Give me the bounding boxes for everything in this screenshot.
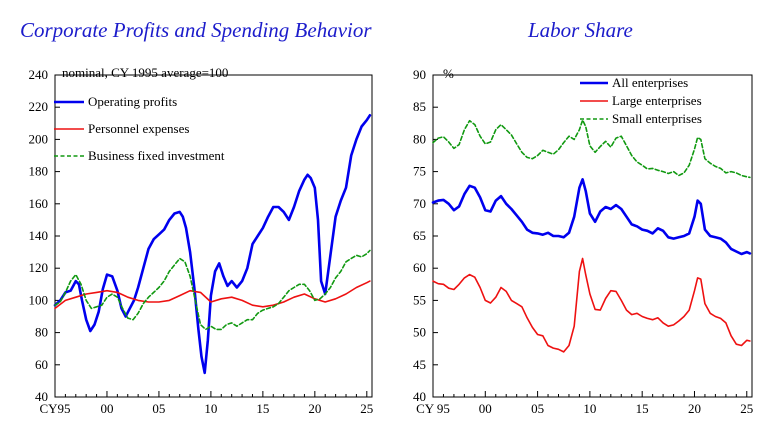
legend-label: All enterprises — [612, 75, 688, 90]
y-tick-label: 65 — [413, 228, 426, 243]
x-tick-label: 05 — [152, 401, 165, 416]
y-axis-label: nominal, CY 1995 average=100 — [62, 65, 228, 80]
left-chart-title: Corporate Profits and Spending Behavior — [20, 18, 372, 42]
y-tick-label: 160 — [29, 196, 49, 211]
x-tick-label: 20 — [688, 401, 701, 416]
x-tick-label: 00 — [479, 401, 492, 416]
legend-label: Personnel expenses — [88, 121, 189, 136]
x-tick-label: 00 — [100, 401, 113, 416]
y-tick-label: 220 — [29, 99, 49, 114]
y-tick-label: 75 — [413, 164, 426, 179]
y-tick-label: 40 — [35, 389, 48, 404]
series-line-all-enterprises — [431, 178, 752, 256]
x-tick-label: 15 — [256, 401, 269, 416]
y-tick-label: 50 — [413, 325, 426, 340]
y-tick-label: 200 — [29, 131, 49, 146]
y-tick-label: 70 — [413, 196, 426, 211]
series-line-small-enterprises — [432, 119, 751, 179]
series-line-large-enterprises — [432, 257, 751, 353]
x-tick-label: 05 — [531, 401, 544, 416]
legend-label: Operating profits — [88, 94, 177, 109]
series-line-personnel-expenses — [54, 280, 371, 310]
y-tick-label: 80 — [413, 131, 426, 146]
x-tick-label: 10 — [583, 401, 596, 416]
legend-label: Business fixed investment — [88, 148, 225, 163]
x-tick-label: 15 — [636, 401, 649, 416]
y-tick-label: 55 — [413, 292, 426, 307]
y-tick-label: 120 — [29, 260, 49, 275]
legend-label: Small enterprises — [612, 111, 702, 126]
y-tick-label: 60 — [413, 260, 426, 275]
y-tick-label: 80 — [35, 325, 48, 340]
y-tick-label: 40 — [413, 389, 426, 404]
y-tick-label: 90 — [413, 67, 426, 82]
y-tick-label: 100 — [29, 292, 49, 307]
x-tick-label: 20 — [308, 401, 321, 416]
y-tick-label: 85 — [413, 99, 426, 114]
y-tick-label: 180 — [29, 164, 49, 179]
x-tick-label: CY95 — [39, 401, 70, 416]
series-line-operating-profits — [53, 114, 372, 375]
y-tick-label: 45 — [413, 357, 426, 372]
x-tick-label: 25 — [740, 401, 753, 416]
y-tick-label: 60 — [35, 357, 48, 372]
right-chart-title: Labor Share — [528, 18, 633, 42]
y-tick-label: 240 — [29, 67, 49, 82]
y-axis-label: % — [443, 66, 454, 81]
series-line-business-fixed-investment — [54, 249, 371, 331]
x-tick-label: 25 — [360, 401, 373, 416]
y-tick-label: 140 — [29, 228, 49, 243]
legend-label: Large enterprises — [612, 93, 702, 108]
x-tick-label: 10 — [204, 401, 217, 416]
x-tick-label: CY 95 — [416, 401, 450, 416]
plot-frame — [432, 74, 753, 398]
